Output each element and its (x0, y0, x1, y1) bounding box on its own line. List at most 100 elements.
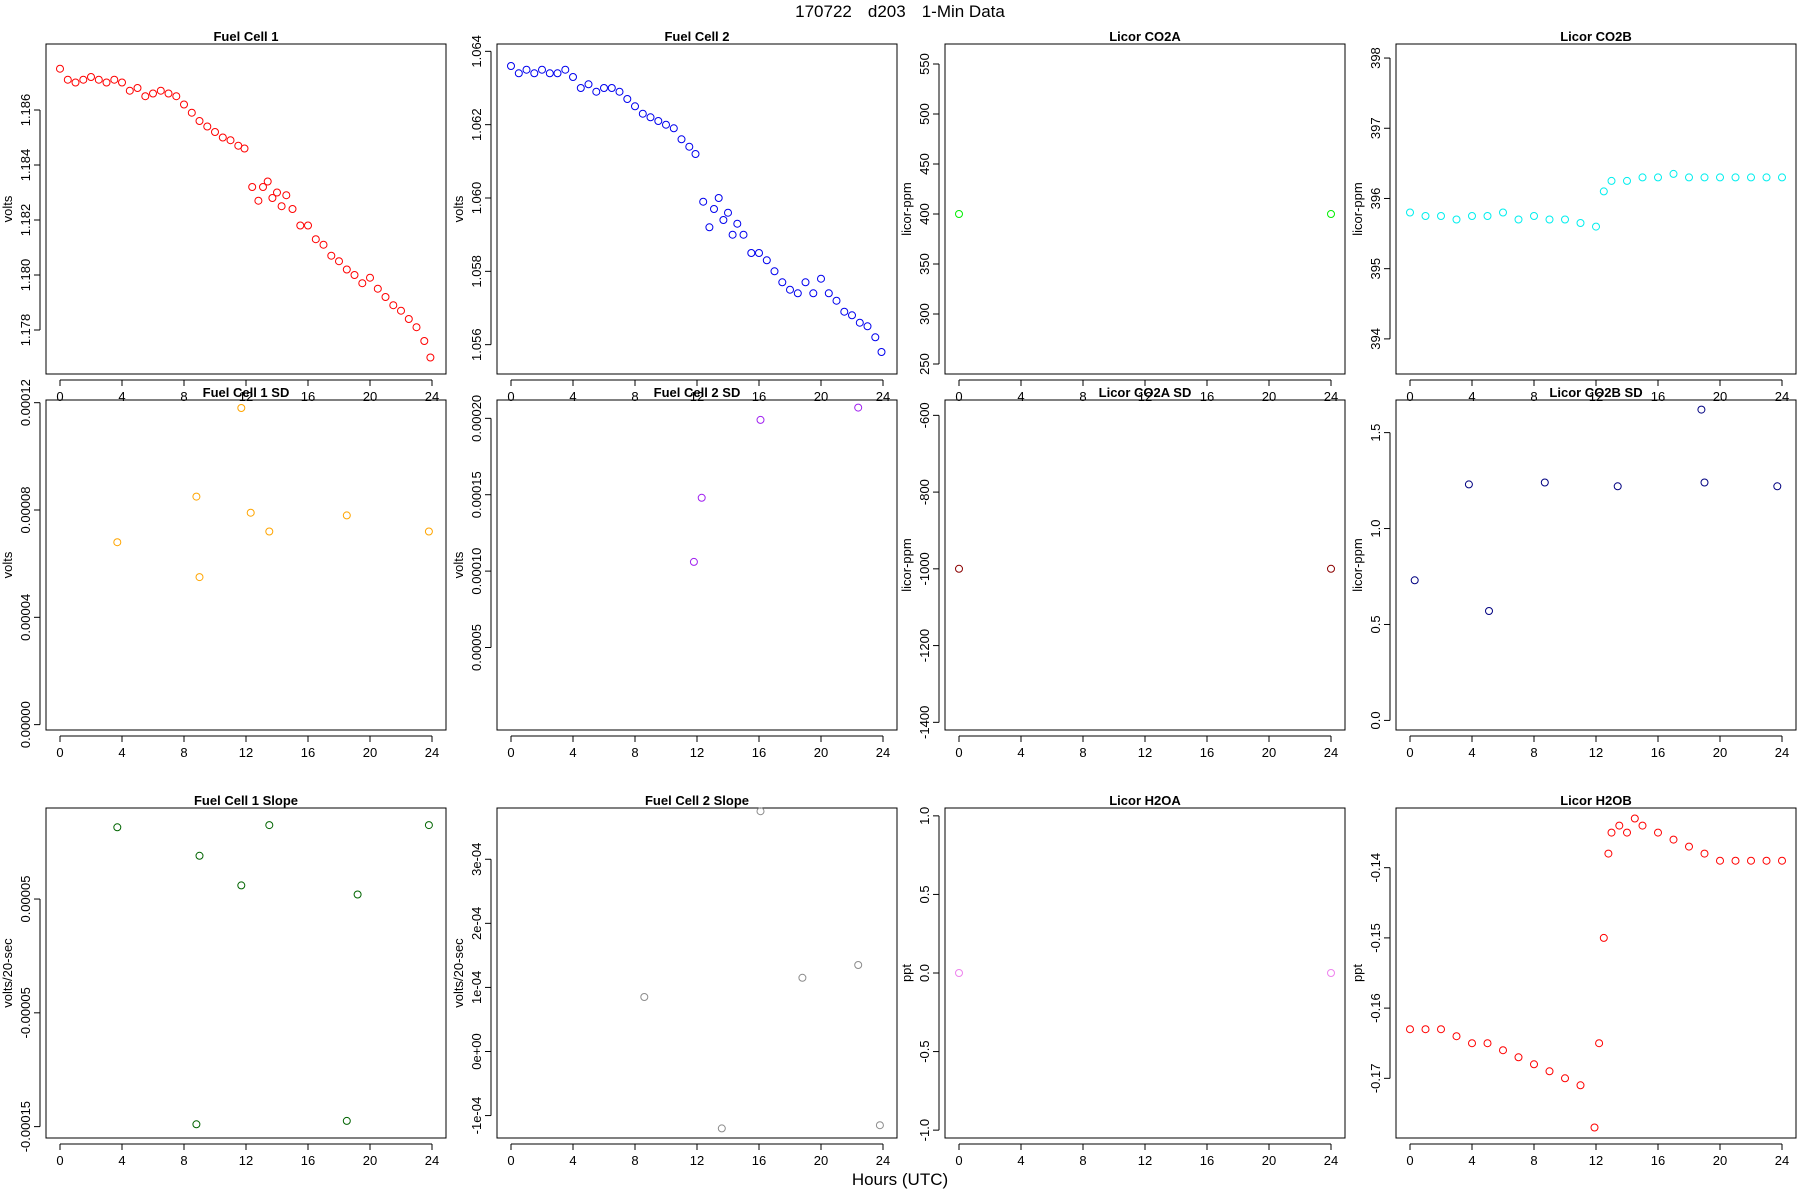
data-point (1630, 814, 1639, 823)
x-tick-label: 12 (1138, 1153, 1152, 1168)
data-point (1464, 480, 1473, 489)
y-axis-label: volts/20-sec (451, 938, 466, 1008)
data-point (538, 65, 546, 74)
data-point (172, 92, 181, 101)
y-axis-label: volts/20-sec (0, 938, 15, 1008)
data-point (697, 493, 706, 502)
data-point (832, 296, 841, 305)
data-point (187, 108, 196, 117)
x-tick-label: 4 (118, 1153, 125, 1168)
x-tick-label: 0 (507, 389, 514, 404)
y-tick-label: 1.178 (18, 314, 33, 347)
data-point (1669, 169, 1678, 178)
x-tick-label: 8 (1530, 1153, 1537, 1168)
x-tick-label: 8 (631, 745, 638, 760)
x-tick-label: 16 (301, 1153, 315, 1168)
plot-frame (496, 43, 898, 375)
data-point (762, 256, 771, 265)
y-tick-label: -1400 (917, 706, 932, 739)
data-point (669, 124, 678, 133)
y-tick-label: 0.00000 (18, 701, 33, 748)
data-point (1685, 842, 1693, 851)
x-tick-label: 20 (363, 745, 377, 760)
data-point (1700, 173, 1709, 182)
x-tick-label: 0 (1406, 389, 1413, 404)
x-tick-label: 0 (1406, 745, 1413, 760)
data-point (1669, 835, 1678, 844)
data-point (263, 177, 272, 186)
y-tick-label: -1000 (917, 552, 932, 585)
data-point (133, 84, 142, 92)
data-point (778, 278, 787, 287)
y-tick-label: 0.00012 (18, 379, 33, 426)
x-tick-label: 20 (814, 745, 828, 760)
y-tick-label: 1.058 (469, 255, 484, 288)
x-tick-label: 0 (955, 745, 962, 760)
chart-panel: Licor CO2A SD 0 4 8 12 16 20 24 -1400 -1200 -1000 -… (899, 385, 1346, 760)
data-point (545, 69, 554, 78)
x-tick-label: 24 (1324, 1153, 1338, 1168)
data-series (113, 821, 433, 1129)
data-point (569, 73, 577, 81)
data-point (237, 881, 246, 890)
data-point (1615, 821, 1624, 830)
data-point (1499, 1046, 1507, 1055)
data-point (381, 293, 390, 301)
data-point (389, 301, 398, 310)
x-tick-label: 8 (180, 389, 187, 404)
data-point (311, 235, 320, 244)
chart-panel: Fuel Cell 1 Slope 0 4 8 12 16 20 24 -0.00015 -0.0… (0, 793, 447, 1168)
data-point (522, 65, 531, 74)
x-tick-label: 24 (1324, 745, 1338, 760)
y-tick-label: 1.182 (18, 204, 33, 237)
data-point (576, 84, 585, 92)
data-point (561, 65, 570, 74)
chart-panel: Fuel Cell 20 4 8 12 16 20 241.0561.0581.0601.0… (451, 29, 898, 404)
x-tick-label: 12 (239, 1153, 253, 1168)
y-tick-label: 0e+00 (469, 1033, 484, 1070)
data-point (1452, 215, 1461, 224)
x-tick-label: 4 (1017, 389, 1024, 404)
x-axis-label: Hours (UTC) (851, 1170, 949, 1189)
data-point (1595, 1039, 1604, 1048)
data-point (192, 1120, 201, 1129)
chart-title: Fuel Cell 1 SD (203, 385, 290, 400)
y-tick-label: 300 (917, 303, 932, 325)
data-point (662, 120, 670, 129)
data-point (1654, 828, 1662, 837)
y-tick-label: 400 (917, 203, 932, 225)
data-point (728, 230, 737, 239)
x-tick-label: 16 (1200, 1153, 1214, 1168)
data-point (404, 315, 413, 323)
data-point (747, 249, 756, 257)
plot-frame (45, 807, 447, 1139)
data-point (584, 80, 593, 89)
data-point (691, 150, 700, 158)
data-point (113, 823, 122, 832)
data-point (677, 135, 686, 144)
data-point (1561, 215, 1569, 224)
data-point (195, 851, 204, 860)
data-point (1654, 173, 1662, 182)
data-point (118, 78, 126, 87)
data-point (1604, 849, 1613, 858)
data-series (1406, 814, 1786, 1132)
data-point (248, 183, 257, 191)
title-resolution: 1-Min Data (921, 2, 1005, 21)
y-tick-label: -0.15 (1368, 923, 1383, 953)
x-tick-label: 24 (425, 745, 439, 760)
plot-frame (1395, 807, 1797, 1139)
y-tick-label: 1.056 (469, 328, 484, 361)
data-point (530, 69, 539, 78)
data-point (125, 86, 134, 95)
x-tick-label: 8 (1079, 745, 1086, 760)
data-point (553, 69, 562, 78)
data-point (786, 285, 794, 294)
x-tick-label: 4 (1468, 389, 1475, 404)
y-tick-label: 1.184 (18, 149, 33, 182)
data-point (1421, 1025, 1430, 1034)
data-point (646, 113, 655, 122)
x-tick-label: 16 (301, 745, 315, 760)
data-series (955, 210, 1335, 218)
x-tick-label: 12 (690, 745, 704, 760)
